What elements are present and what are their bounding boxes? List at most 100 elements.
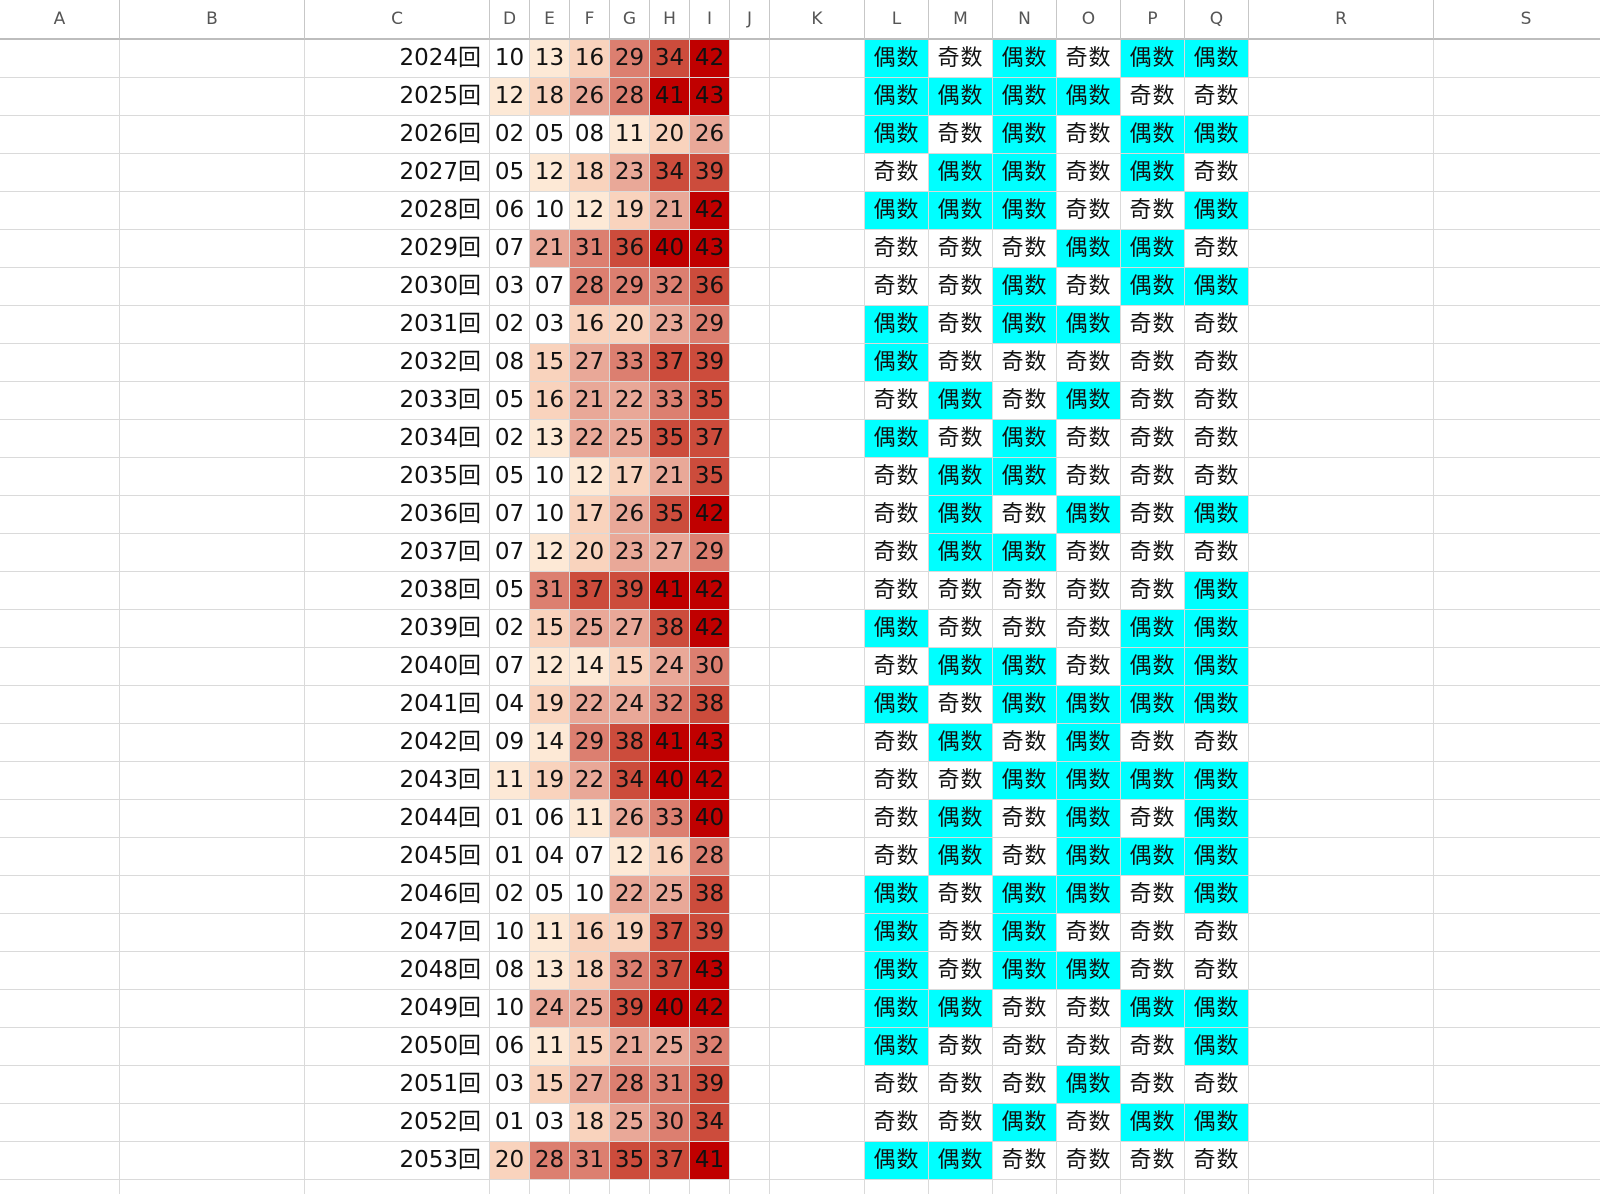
parity-cell[interactable]: 偶数: [1121, 838, 1185, 876]
empty-cell[interactable]: [1185, 1180, 1249, 1194]
number-cell[interactable]: 19: [610, 192, 650, 230]
empty-cell[interactable]: [730, 420, 770, 458]
number-cell[interactable]: 39: [610, 572, 650, 610]
parity-cell[interactable]: 偶数: [1121, 116, 1185, 154]
parity-cell[interactable]: 偶数: [1057, 952, 1121, 990]
number-cell[interactable]: 08: [570, 116, 610, 154]
number-cell[interactable]: 22: [570, 686, 610, 724]
parity-cell[interactable]: 奇数: [1057, 1104, 1121, 1142]
empty-cell[interactable]: [1249, 382, 1434, 420]
empty-cell[interactable]: [730, 496, 770, 534]
parity-cell[interactable]: 奇数: [1185, 914, 1249, 952]
parity-cell[interactable]: 奇数: [993, 496, 1057, 534]
empty-cell[interactable]: [1249, 952, 1434, 990]
empty-cell[interactable]: [730, 838, 770, 876]
parity-cell[interactable]: 偶数: [865, 116, 929, 154]
parity-cell[interactable]: 奇数: [1121, 724, 1185, 762]
number-cell[interactable]: 27: [650, 534, 690, 572]
number-cell[interactable]: 35: [650, 420, 690, 458]
number-cell[interactable]: 17: [610, 458, 650, 496]
empty-cell[interactable]: [770, 458, 865, 496]
parity-cell[interactable]: 偶数: [1057, 230, 1121, 268]
number-cell[interactable]: 27: [570, 1066, 610, 1104]
empty-cell[interactable]: [120, 78, 305, 116]
column-header-a[interactable]: A: [0, 0, 120, 40]
parity-cell[interactable]: 奇数: [1185, 230, 1249, 268]
parity-cell[interactable]: 偶数: [865, 420, 929, 458]
parity-cell[interactable]: 奇数: [1057, 192, 1121, 230]
parity-cell[interactable]: 奇数: [1185, 344, 1249, 382]
parity-cell[interactable]: 奇数: [1185, 534, 1249, 572]
number-cell[interactable]: 29: [610, 40, 650, 78]
empty-cell[interactable]: [120, 686, 305, 724]
parity-cell[interactable]: 奇数: [929, 876, 993, 914]
draw-label-cell[interactable]: 2053回: [305, 1142, 490, 1180]
number-cell[interactable]: 38: [690, 686, 730, 724]
empty-cell[interactable]: [120, 1142, 305, 1180]
parity-cell[interactable]: 奇数: [1185, 382, 1249, 420]
empty-cell[interactable]: [120, 990, 305, 1028]
empty-cell[interactable]: [1434, 1104, 1600, 1142]
empty-cell[interactable]: [120, 344, 305, 382]
parity-cell[interactable]: 奇数: [1057, 534, 1121, 572]
parity-cell[interactable]: 偶数: [929, 534, 993, 572]
empty-cell[interactable]: [1249, 192, 1434, 230]
empty-cell[interactable]: [0, 914, 120, 952]
parity-cell[interactable]: 偶数: [993, 192, 1057, 230]
draw-label-cell[interactable]: 2050回: [305, 1028, 490, 1066]
parity-cell[interactable]: 偶数: [1057, 724, 1121, 762]
empty-cell[interactable]: [1249, 686, 1434, 724]
number-cell[interactable]: 43: [690, 230, 730, 268]
parity-cell[interactable]: 奇数: [929, 1028, 993, 1066]
parity-cell[interactable]: 奇数: [929, 116, 993, 154]
parity-cell[interactable]: 奇数: [993, 1142, 1057, 1180]
empty-cell[interactable]: [770, 838, 865, 876]
empty-cell[interactable]: [1434, 724, 1600, 762]
empty-cell[interactable]: [1249, 306, 1434, 344]
empty-cell[interactable]: [120, 230, 305, 268]
parity-cell[interactable]: 偶数: [993, 116, 1057, 154]
parity-cell[interactable]: 奇数: [929, 914, 993, 952]
empty-cell[interactable]: [0, 610, 120, 648]
empty-cell[interactable]: [770, 1066, 865, 1104]
empty-cell[interactable]: [650, 1180, 690, 1194]
column-header-c[interactable]: C: [305, 0, 490, 40]
empty-cell[interactable]: [120, 496, 305, 534]
empty-cell[interactable]: [1434, 1028, 1600, 1066]
draw-label-cell[interactable]: 2029回: [305, 230, 490, 268]
number-cell[interactable]: 15: [570, 1028, 610, 1066]
empty-cell[interactable]: [1434, 116, 1600, 154]
number-cell[interactable]: 31: [570, 1142, 610, 1180]
parity-cell[interactable]: 奇数: [865, 1066, 929, 1104]
parity-cell[interactable]: 奇数: [1121, 1142, 1185, 1180]
number-cell[interactable]: 05: [490, 154, 530, 192]
parity-cell[interactable]: 偶数: [993, 762, 1057, 800]
number-cell[interactable]: 07: [570, 838, 610, 876]
empty-cell[interactable]: [770, 990, 865, 1028]
number-cell[interactable]: 23: [610, 534, 650, 572]
empty-cell[interactable]: [730, 116, 770, 154]
number-cell[interactable]: 16: [570, 306, 610, 344]
parity-cell[interactable]: 偶数: [929, 724, 993, 762]
empty-cell[interactable]: [120, 40, 305, 78]
empty-cell[interactable]: [1249, 420, 1434, 458]
parity-cell[interactable]: 奇数: [1121, 1028, 1185, 1066]
empty-cell[interactable]: [770, 800, 865, 838]
empty-cell[interactable]: [770, 344, 865, 382]
number-cell[interactable]: 11: [490, 762, 530, 800]
number-cell[interactable]: 23: [610, 154, 650, 192]
number-cell[interactable]: 20: [610, 306, 650, 344]
column-header-l[interactable]: L: [865, 0, 929, 40]
parity-cell[interactable]: 偶数: [993, 952, 1057, 990]
parity-cell[interactable]: 偶数: [865, 610, 929, 648]
empty-cell[interactable]: [0, 1066, 120, 1104]
parity-cell[interactable]: 奇数: [1057, 116, 1121, 154]
draw-label-cell[interactable]: 2025回: [305, 78, 490, 116]
parity-cell[interactable]: 偶数: [993, 648, 1057, 686]
empty-cell[interactable]: [1434, 1142, 1600, 1180]
parity-cell[interactable]: 奇数: [1057, 648, 1121, 686]
number-cell[interactable]: 43: [690, 78, 730, 116]
empty-cell[interactable]: [0, 1028, 120, 1066]
empty-cell[interactable]: [120, 648, 305, 686]
parity-cell[interactable]: 偶数: [993, 876, 1057, 914]
